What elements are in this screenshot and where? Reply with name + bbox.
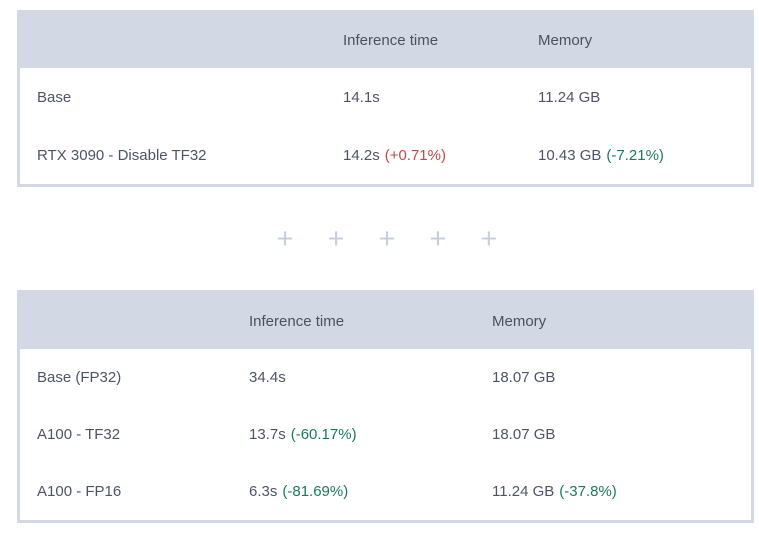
table-header-row: Inference time Memory (20, 13, 751, 68)
plus-icon: + (429, 222, 447, 255)
memory-cell: 18.07 GB (492, 369, 751, 386)
memory-delta: (-7.21%) (606, 146, 664, 164)
inference-time-cell: 34.4s (249, 369, 492, 386)
plus-icon: + (378, 222, 396, 255)
memory-value: 10.43 GB (538, 146, 602, 164)
benchmark-table-a100: Inference time Memory Base (FP32) 34.4s … (17, 290, 754, 523)
inference-time-delta: (+0.71%) (384, 146, 446, 164)
memory-value: 11.24 GB (492, 483, 555, 500)
memory-value: 18.07 GB (492, 369, 556, 386)
memory-delta: (-37.8%) (559, 483, 617, 500)
memory-cell: 11.24 GB (538, 89, 751, 106)
table-row: Base 14.1s 11.24 GB (20, 68, 751, 126)
memory-value: 18.07 GB (492, 426, 556, 443)
header-cell-memory: Memory (492, 312, 547, 330)
memory-cell: 10.43 GB (-7.21%) (538, 147, 751, 164)
memory-value: 11.24 GB (538, 88, 601, 106)
inference-time-value: 14.2s (343, 146, 380, 164)
header-cell-memory: Memory (538, 32, 593, 49)
inference-time-value: 34.4s (249, 369, 286, 386)
row-label: RTX 3090 - Disable TF32 (37, 146, 207, 164)
row-label: A100 - TF32 (37, 426, 121, 443)
inference-time-cell: 14.2s (+0.71%) (343, 147, 538, 164)
table-header-row: Inference time Memory (20, 293, 751, 349)
row-label: Base (37, 88, 72, 106)
inference-time-cell: 6.3s (-81.69%) (249, 483, 492, 500)
header-cell-inference-time: Inference time (343, 32, 439, 49)
row-label: Base (FP32) (37, 369, 122, 386)
inference-time-cell: 14.1s (343, 89, 538, 106)
table-row: A100 - FP16 6.3s (-81.69%) 11.24 GB (-37.8… (20, 463, 751, 520)
inference-time-value: 6.3s (249, 483, 278, 500)
inference-time-delta: (-81.69%) (282, 483, 349, 500)
benchmark-table-rtx3090: Inference time Memory Base 14.1s 11.24 G… (17, 10, 754, 187)
plus-divider: + + + + + (0, 219, 759, 259)
table-row: RTX 3090 - Disable TF32 14.2s (+0.71%) 10… (20, 126, 751, 184)
plus-icon: + (480, 222, 498, 255)
table-row: A100 - TF32 13.7s (-60.17%) 18.07 GB (20, 406, 751, 463)
table-row: Base (FP32) 34.4s 18.07 GB (20, 349, 751, 406)
plus-icon: + (276, 222, 294, 255)
memory-cell: 11.24 GB (-37.8%) (492, 483, 751, 500)
header-cell-inference-time: Inference time (249, 312, 345, 330)
inference-time-value: 14.1s (343, 88, 380, 106)
inference-time-delta: (-60.17%) (290, 426, 357, 443)
plus-icon: + (327, 222, 345, 255)
inference-time-value: 13.7s (249, 426, 286, 443)
memory-cell: 18.07 GB (492, 426, 751, 443)
inference-time-cell: 13.7s (-60.17%) (249, 426, 492, 443)
row-label: A100 - FP16 (37, 483, 122, 500)
